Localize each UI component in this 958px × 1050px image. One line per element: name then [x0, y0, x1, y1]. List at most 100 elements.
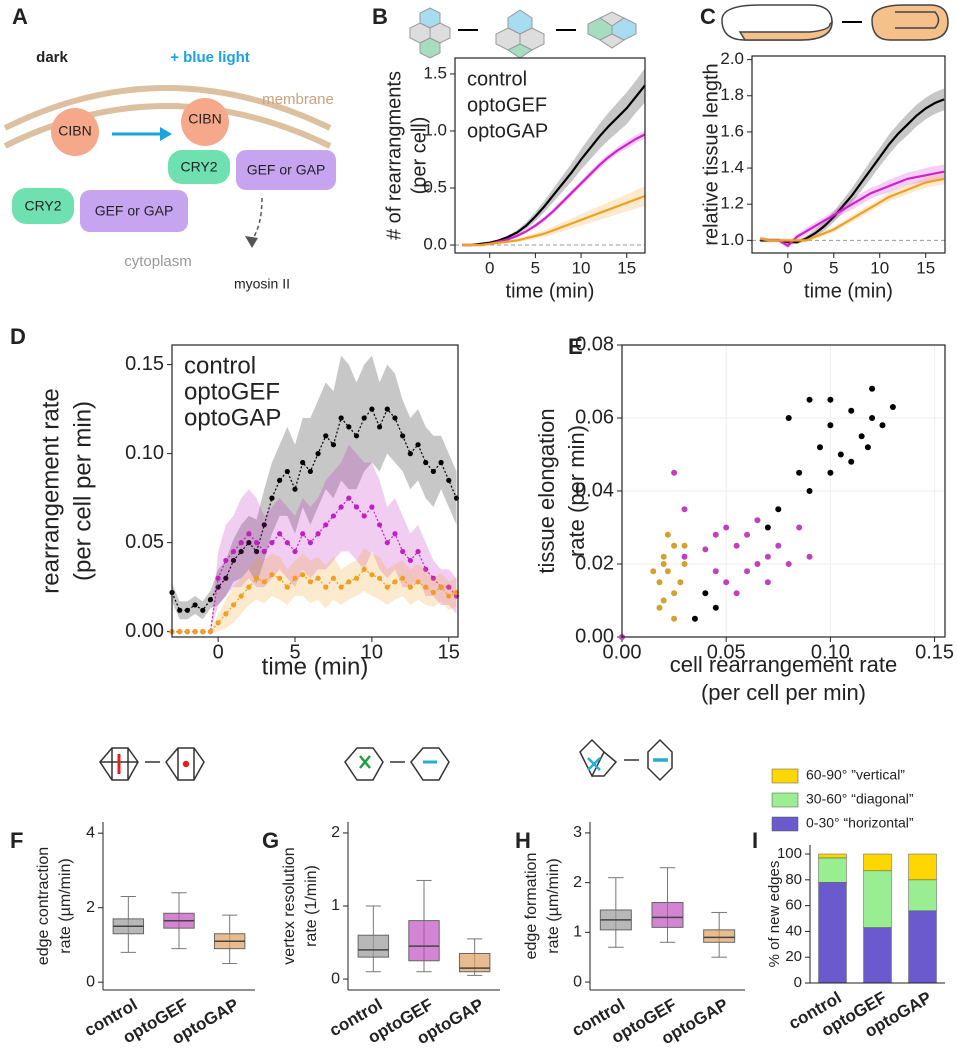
error-band — [760, 173, 945, 243]
data-point — [200, 607, 206, 613]
data-point — [430, 468, 436, 475]
data-point — [702, 546, 709, 553]
panel-letter: A — [12, 4, 28, 29]
x-tick-label: 0.05 — [707, 641, 746, 663]
y-tick-label: 0 — [331, 970, 340, 987]
data-point — [315, 451, 321, 457]
label: GEF or GAP — [95, 203, 174, 219]
data-point — [376, 424, 383, 430]
label: GEF or GAP — [247, 162, 326, 178]
series-line — [760, 170, 945, 248]
panel-letter: C — [700, 4, 716, 29]
data-point — [656, 604, 663, 611]
data-point — [712, 531, 719, 538]
data-point — [253, 540, 260, 546]
data-point — [307, 579, 313, 585]
data-point — [353, 504, 360, 510]
panel-letter: I — [752, 828, 758, 853]
arrow-head — [245, 236, 258, 248]
panel-chart: 1.0 1.2 1.4 1.6 1.8 2.0 0 5 10 15 relative tissue … — [700, 49, 946, 302]
data-point — [315, 531, 321, 537]
y-tick-label: 0.00 — [125, 620, 164, 642]
x-tick-label: 10 — [572, 258, 591, 277]
data-point — [430, 575, 436, 581]
error-band — [172, 355, 457, 620]
y-tick-label: 60 — [785, 897, 802, 914]
data-point — [806, 553, 813, 560]
y-tick-label: 1 — [573, 924, 582, 941]
data-point — [261, 579, 267, 585]
data-point — [423, 459, 429, 466]
y-tick-label: 0 — [573, 973, 582, 990]
data-point — [691, 615, 698, 622]
data-point — [323, 433, 329, 439]
y-axis-label: rate (µm/min) — [545, 858, 562, 953]
data-point — [284, 540, 290, 546]
data-point — [238, 540, 244, 546]
data-point — [438, 459, 444, 466]
box — [703, 929, 736, 943]
data-point — [184, 607, 190, 613]
membrane-line — [3, 85, 332, 131]
x-tick-label: 10 — [870, 258, 889, 277]
x-tick-label: 0.10 — [811, 641, 850, 663]
cibn-shape — [51, 108, 99, 156]
data-point — [292, 575, 298, 581]
data-point — [384, 584, 390, 590]
data-point — [656, 579, 663, 586]
data-point — [277, 575, 283, 581]
data-point — [346, 579, 352, 585]
y-axis-label: rate (1/min) — [303, 865, 320, 947]
data-point — [238, 593, 244, 599]
panel-letter: F — [10, 828, 23, 853]
y-tick-label: 2 — [86, 899, 95, 916]
legend-label: 0-30° “horizontal” — [806, 815, 914, 831]
data-point — [353, 433, 360, 439]
data-point — [184, 629, 190, 635]
plot-frame — [171, 344, 459, 638]
label: membrane — [262, 91, 334, 108]
error-band — [760, 164, 945, 249]
data-point — [681, 542, 688, 549]
data-point — [764, 553, 771, 560]
data-point — [744, 531, 751, 538]
data-point — [292, 486, 298, 492]
data-point — [361, 415, 367, 421]
legend-swatch — [771, 816, 799, 832]
y-tick-label: 0.15 — [125, 353, 164, 375]
y-tick-label: 1.4 — [720, 158, 744, 177]
data-point — [215, 620, 221, 626]
data-point — [284, 584, 290, 590]
data-point — [369, 504, 375, 510]
x-tick-label: 10 — [361, 641, 383, 663]
x-axis-label: cell rearrangement rate — [670, 652, 897, 677]
legend-swatch — [771, 768, 799, 784]
data-point — [446, 593, 452, 599]
x-tick-label: 0.00 — [603, 641, 642, 663]
data-point — [230, 602, 237, 608]
data-point — [723, 524, 730, 531]
label: CIBN — [58, 123, 91, 139]
y-tick-label: 0.08 — [575, 333, 614, 355]
data-point — [200, 629, 206, 635]
y-tick-label: 2.0 — [720, 49, 744, 68]
panel-letter: D — [10, 324, 26, 349]
legend-label: optoGEF — [184, 378, 280, 405]
data-point — [660, 553, 667, 560]
y-tick-label: 0 — [794, 974, 802, 991]
data-point — [869, 415, 876, 421]
data-point — [650, 568, 657, 575]
cibn-shape — [181, 98, 229, 146]
data-point — [261, 522, 267, 528]
label: myosin II — [234, 276, 290, 292]
x-tick-label: 0 — [213, 641, 224, 663]
y-axis-label: (per cell) — [408, 117, 430, 195]
data-point — [806, 488, 813, 494]
panel-letter: E — [568, 334, 583, 359]
y-tick-label: 0.10 — [125, 442, 164, 464]
bar-segment — [818, 882, 847, 984]
y-axis-label: tissue elongation — [534, 408, 559, 573]
data-point — [223, 557, 229, 564]
panel-chart: 0.00 0.05 0.10 0.15 0 5 10 15 rearrangement rate… — [37, 344, 460, 680]
bar-segment — [863, 927, 892, 984]
